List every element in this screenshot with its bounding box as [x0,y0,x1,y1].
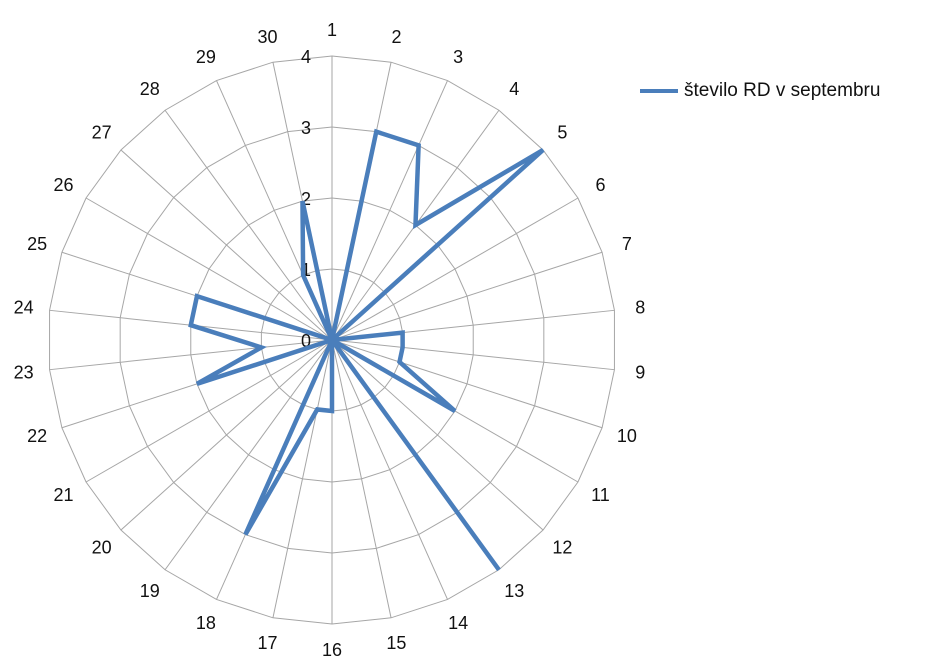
axis-spoke [331,339,448,600]
category-label: 27 [92,123,112,143]
radial-tick-labels: 0 1 2 3 4 [301,47,311,351]
category-label: 25 [27,234,47,254]
category-label: 1 [327,20,337,40]
category-label: 29 [196,47,216,67]
category-label: 19 [140,581,160,601]
radial-tick-label: 4 [301,47,311,67]
category-label: 15 [386,633,406,653]
category-label: 13 [504,581,524,601]
category-label: 5 [557,123,567,143]
category-label: 9 [635,362,645,382]
category-label: 17 [258,633,278,653]
axis-spoke [120,149,333,341]
axis-spoke [272,339,333,618]
axis-spoke [164,109,333,341]
category-label: 11 [591,485,610,505]
axis-spoke [49,339,333,371]
axis-spoke [85,197,333,341]
radial-tick-label: 2 [301,189,311,209]
category-label: 14 [448,613,468,633]
category-label: 20 [92,537,112,557]
axis-spoke [331,339,615,371]
axis-spoke [331,197,579,341]
axis-spoke [331,251,603,341]
category-label: 26 [54,175,74,195]
category-label: 3 [453,47,463,67]
category-label: 16 [322,640,342,657]
category-label: 7 [622,234,632,254]
radial-tick-label: 3 [301,118,311,138]
legend: število RD v septembru [640,80,880,102]
axis-spoke [331,339,544,531]
axis-spoke [331,339,392,618]
category-label: 22 [27,426,47,446]
category-label: 4 [509,79,519,99]
axis-spoke [331,339,603,429]
legend-swatch [640,89,678,93]
axis-spoke [85,339,333,483]
radial-tick-label: 0 [301,331,311,351]
category-label: 23 [14,362,34,382]
legend-label: število RD v septembru [684,80,881,101]
category-labels: 1 234567891011121314151617181920212223242… [14,20,646,657]
category-label: 24 [14,298,34,318]
category-label: 6 [595,175,605,195]
category-label: 28 [140,79,160,99]
category-label: 30 [258,27,278,47]
axis-spoke [331,80,448,341]
category-label: 21 [54,485,74,505]
category-label: 12 [552,537,572,557]
category-label: 2 [391,27,401,47]
axis-spoke [120,339,333,531]
series-layer [188,128,545,572]
category-label: 8 [635,298,645,318]
category-label: 10 [617,426,637,446]
radial-tick-label: 1 [301,260,311,280]
axis-spoke [164,339,333,571]
category-label: 18 [196,613,216,633]
